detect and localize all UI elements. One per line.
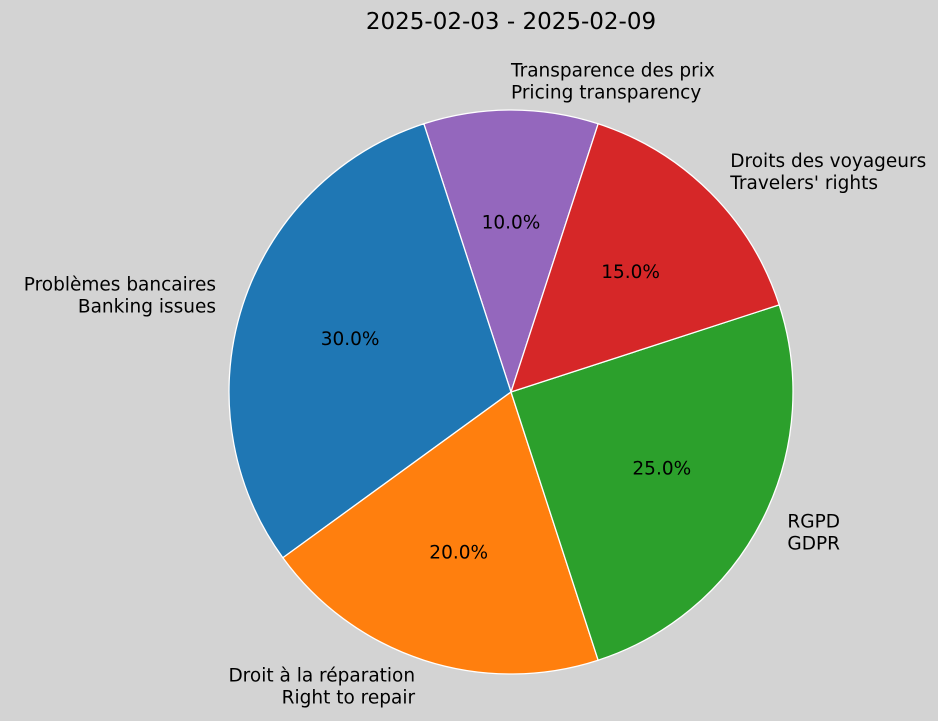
slice-label-line: Travelers' rights	[729, 173, 878, 194]
slice-label-line: Droits des voyageurs	[730, 151, 926, 172]
pie-slice-1	[228, 122, 512, 559]
slice-labels: Transparence des prix Pricing transparenc…	[24, 60, 926, 708]
pie-slice-3	[510, 304, 794, 662]
percent-label-4: 15.0%	[601, 262, 660, 283]
pie-slice-4	[509, 122, 781, 394]
pie-slices	[228, 109, 794, 675]
slice-label-line: Right to repair	[282, 688, 416, 709]
pie-slice-0	[423, 109, 599, 395]
slice-label-0: Transparence des prix Pricing transparenc…	[510, 60, 715, 103]
percent-label-2: 20.0%	[429, 542, 488, 563]
slice-label-2: Droit à la réparation Right to repair	[228, 666, 415, 709]
slice-label-3: RGPD GDPR	[787, 511, 840, 554]
slice-label-line: GDPR	[787, 533, 840, 554]
slice-label-line: Pricing transparency	[511, 82, 701, 103]
percent-label-1: 30.0%	[321, 329, 380, 350]
percent-label-3: 25.0%	[632, 458, 691, 479]
slice-label-line: Droit à la réparation	[228, 666, 415, 687]
percent-label-0: 10.0%	[482, 212, 541, 233]
slice-label-line: RGPD	[787, 511, 840, 532]
pie-slice-2	[281, 390, 599, 675]
slice-label-line: Problèmes bancaires	[24, 275, 216, 296]
slice-label-1: Problèmes bancaires Banking issues	[24, 275, 216, 318]
chart-title: 2025-02-03 - 2025-02-09	[366, 9, 656, 35]
slice-label-line: Transparence des prix	[510, 60, 715, 81]
slice-label-4: Droits des voyageurs Travelers' rights	[729, 151, 926, 194]
slice-label-line: Banking issues	[78, 297, 216, 318]
percent-labels: 10.0% 30.0% 20.0% 25.0% 15.0%	[321, 212, 691, 563]
